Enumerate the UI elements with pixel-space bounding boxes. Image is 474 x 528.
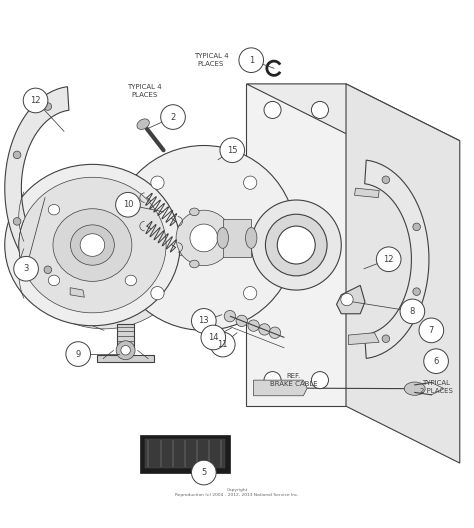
Ellipse shape [248,320,259,331]
Ellipse shape [48,204,60,215]
Text: 6: 6 [433,357,439,366]
Polygon shape [246,84,460,141]
Polygon shape [346,84,460,463]
Circle shape [14,257,38,281]
Ellipse shape [197,234,210,256]
Ellipse shape [71,225,114,265]
Text: TYPICAL 4
PLACES: TYPICAL 4 PLACES [127,84,162,98]
Circle shape [23,88,48,113]
Circle shape [191,460,216,485]
Ellipse shape [111,146,296,331]
Ellipse shape [125,275,137,286]
Ellipse shape [13,151,21,159]
Text: TYPICAL
2 PLACES: TYPICAL 2 PLACES [419,381,453,394]
Ellipse shape [190,208,199,215]
Polygon shape [97,355,154,362]
Polygon shape [145,439,225,468]
Circle shape [191,308,216,333]
Ellipse shape [244,176,257,190]
Text: 7: 7 [428,326,434,335]
Circle shape [419,318,444,343]
Ellipse shape [413,223,420,231]
Ellipse shape [413,288,420,296]
Text: 9: 9 [75,350,81,359]
Ellipse shape [190,224,218,252]
Ellipse shape [221,234,234,256]
Ellipse shape [13,218,21,225]
Polygon shape [70,288,84,297]
Ellipse shape [176,210,231,266]
Polygon shape [246,84,346,406]
Polygon shape [337,285,365,314]
Ellipse shape [236,315,247,326]
Ellipse shape [259,324,270,335]
Polygon shape [223,219,251,257]
Ellipse shape [382,335,390,343]
Ellipse shape [121,345,130,355]
Ellipse shape [80,234,105,256]
Ellipse shape [19,177,166,313]
Circle shape [424,349,448,373]
Text: 13: 13 [199,316,209,325]
Text: 10: 10 [123,200,133,209]
Polygon shape [254,380,307,396]
Text: TYPICAL 4
PLACES: TYPICAL 4 PLACES [193,53,228,67]
Circle shape [376,247,401,271]
Text: Copyright
Reproduction (c) 2004 - 2012, 2013 National Service Inc.: Copyright Reproduction (c) 2004 - 2012, … [175,488,299,497]
Circle shape [66,342,91,366]
Polygon shape [140,435,230,473]
Ellipse shape [125,204,137,215]
Ellipse shape [137,119,149,129]
Ellipse shape [404,382,425,395]
Ellipse shape [382,176,390,184]
Circle shape [161,105,185,129]
Circle shape [400,299,425,324]
Ellipse shape [251,200,341,290]
Ellipse shape [173,234,187,256]
Text: 5: 5 [201,468,207,477]
Ellipse shape [269,327,281,338]
Circle shape [239,48,264,72]
Ellipse shape [277,226,315,264]
Text: 11: 11 [218,340,228,349]
Text: 12: 12 [383,254,394,264]
Circle shape [116,192,140,217]
Ellipse shape [217,228,228,248]
Ellipse shape [5,164,180,326]
Ellipse shape [244,287,257,300]
Ellipse shape [151,287,164,300]
Circle shape [210,332,235,357]
Ellipse shape [190,260,199,268]
Ellipse shape [264,372,281,389]
Text: 15: 15 [227,146,237,155]
Ellipse shape [53,209,132,281]
Ellipse shape [44,266,52,274]
Text: 12: 12 [30,96,41,105]
Text: 14: 14 [208,333,219,342]
Polygon shape [5,87,69,290]
Polygon shape [365,160,429,359]
Ellipse shape [151,176,164,190]
Text: 2: 2 [170,112,176,121]
Circle shape [220,138,245,163]
Ellipse shape [116,341,135,360]
Ellipse shape [18,171,190,329]
Ellipse shape [265,214,327,276]
Polygon shape [355,188,379,197]
Ellipse shape [44,103,52,110]
Text: REF.
BRAKE CABLE: REF. BRAKE CABLE [270,373,318,387]
Text: 1: 1 [248,55,254,64]
Ellipse shape [246,228,257,248]
Polygon shape [348,333,379,345]
Text: 3: 3 [23,264,29,274]
Ellipse shape [311,372,328,389]
Text: 8: 8 [410,307,415,316]
Ellipse shape [341,294,353,306]
Ellipse shape [48,275,60,286]
Ellipse shape [224,310,236,322]
Polygon shape [117,324,134,348]
Ellipse shape [264,101,281,118]
Circle shape [201,325,226,350]
Ellipse shape [311,101,328,118]
